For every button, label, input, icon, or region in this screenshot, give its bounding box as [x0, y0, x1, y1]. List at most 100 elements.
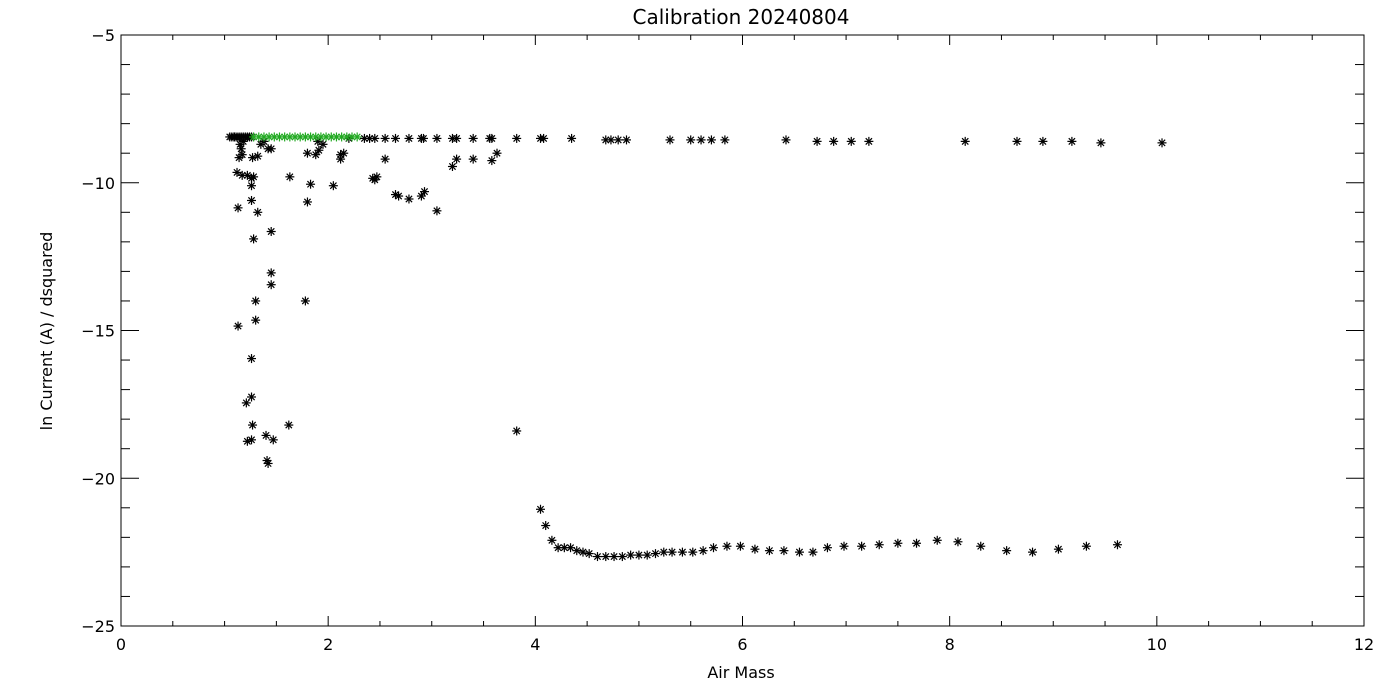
data-point [667, 547, 677, 557]
data-point [468, 133, 478, 143]
y-axis-label: ln Current (A) / dsquared [37, 232, 56, 431]
data-point [1002, 546, 1012, 556]
data-point [247, 354, 257, 364]
data-point [418, 133, 428, 143]
data-point [404, 133, 414, 143]
data-point [404, 194, 414, 204]
series-green [249, 132, 362, 142]
data-point [342, 132, 352, 142]
x-tick-label: 4 [530, 635, 540, 654]
data-point [1038, 136, 1048, 146]
data-point [779, 546, 789, 556]
data-point [829, 136, 839, 146]
data-point [1053, 544, 1063, 554]
data-point [394, 191, 404, 201]
data-point [857, 541, 867, 551]
data-point [306, 132, 316, 142]
data-point [380, 133, 390, 143]
data-point [314, 145, 324, 155]
data-point [626, 550, 636, 560]
data-point [266, 227, 276, 237]
data-point [359, 133, 369, 143]
data-point [960, 136, 970, 146]
data-point [432, 133, 442, 143]
x-tick-label: 0 [116, 635, 126, 654]
y-tick-label: −15 [81, 322, 115, 341]
data-point [236, 144, 246, 154]
data-point [617, 552, 627, 562]
data-point [613, 135, 623, 145]
data-point [686, 135, 696, 145]
data-point [932, 535, 942, 545]
data-point [584, 549, 594, 559]
data-point [302, 197, 312, 207]
data-point [512, 426, 522, 436]
data-point [609, 552, 619, 562]
data-point [659, 547, 669, 557]
data-point [447, 161, 457, 171]
y-tick-label: −20 [81, 469, 115, 488]
data-point [233, 321, 243, 331]
x-tick-label: 6 [737, 635, 747, 654]
data-point [722, 541, 732, 551]
data-point [698, 546, 708, 556]
data-point [541, 521, 551, 531]
plot-frame [120, 34, 1365, 627]
data-point [266, 144, 276, 154]
data-point [677, 547, 687, 557]
axis-tick-labels: 0 2 4 6 8 10 12 −25 −20 −15 −10 −5 [81, 26, 1374, 654]
x-axis-label: Air Mass [707, 663, 774, 682]
data-point [706, 135, 716, 145]
y-tick-label: −10 [81, 174, 115, 193]
data-point [253, 151, 263, 161]
data-point [339, 148, 349, 158]
chart-title: Calibration 20240804 [633, 5, 850, 29]
data-point [750, 544, 760, 554]
y-tick-label: −25 [81, 617, 115, 636]
data-point [567, 133, 577, 143]
data-point [822, 543, 832, 553]
data-point [259, 132, 269, 142]
data-point [266, 268, 276, 278]
data-point [1028, 547, 1038, 557]
data-point [912, 538, 922, 548]
x-tick-label: 10 [1147, 635, 1167, 654]
data-point [390, 133, 400, 143]
data-point [290, 132, 300, 142]
data-point [251, 315, 261, 325]
data-point [302, 148, 312, 158]
axis-ticks [120, 34, 1365, 627]
data-point [794, 547, 804, 557]
data-point [285, 172, 295, 182]
data-point [247, 392, 257, 402]
data-point [249, 172, 259, 182]
data-point [269, 132, 279, 142]
data-point [812, 136, 822, 146]
data-point [238, 136, 248, 146]
data-point [874, 540, 884, 550]
data-point [1012, 136, 1022, 146]
data-point [432, 206, 442, 216]
data-point [452, 154, 462, 164]
data-point [266, 280, 276, 290]
data-point [1096, 138, 1106, 148]
data-point [764, 546, 774, 556]
data-point [735, 541, 745, 551]
data-point [592, 552, 602, 562]
data-point [416, 191, 426, 201]
series-black [225, 132, 1167, 562]
data-point [1157, 138, 1167, 148]
data-point [665, 135, 675, 145]
data-point [512, 133, 522, 143]
data-point [249, 234, 259, 244]
data-point [708, 543, 718, 553]
data-point [380, 154, 390, 164]
data-point [253, 207, 263, 217]
data-point [601, 552, 611, 562]
data-point [352, 132, 362, 142]
data-point [1081, 541, 1091, 551]
data-point [247, 435, 257, 445]
data-point [572, 546, 582, 556]
data-point [696, 135, 706, 145]
data-point [720, 135, 730, 145]
